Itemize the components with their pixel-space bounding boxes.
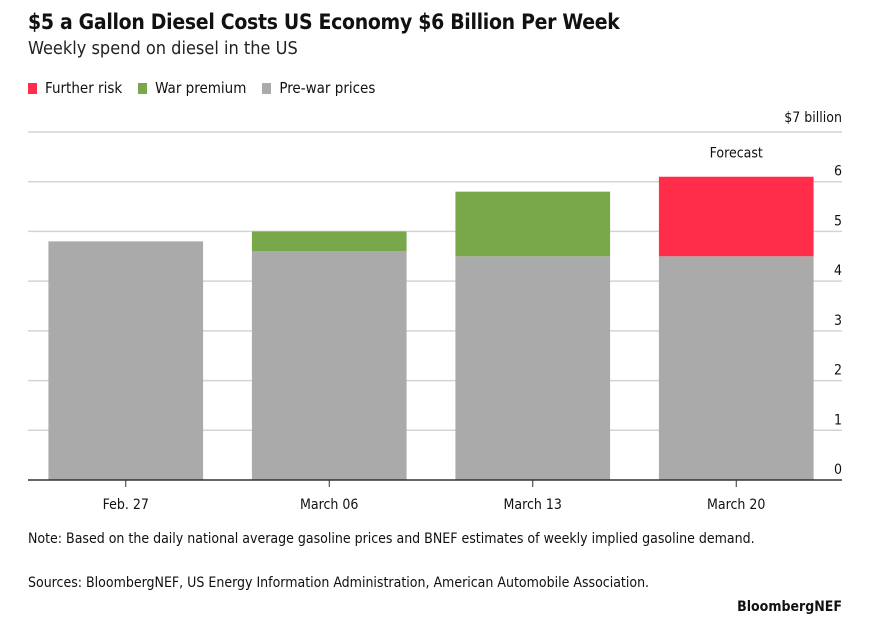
x-tick-label: March 06	[300, 497, 358, 513]
chart-note: Note: Based on the daily national averag…	[28, 531, 755, 547]
bar-war-premium	[251, 231, 407, 252]
bar-further-risk	[658, 176, 814, 257]
legend-swatch	[28, 82, 37, 94]
chart-sources: Sources: BloombergNEF, US Energy Informa…	[28, 575, 650, 591]
chart-subtitle: Weekly spend on diesel in the US	[28, 38, 298, 59]
legend-swatch	[138, 82, 148, 94]
legend-item-further-risk: Further risk	[28, 79, 122, 97]
legend-label: Further risk	[45, 79, 123, 97]
y-tick-label: 2	[834, 363, 842, 379]
forecast-annotation: Forecast	[710, 146, 763, 162]
bar-pre-war-prices	[658, 256, 814, 480]
bar-pre-war-prices	[48, 241, 204, 480]
y-tick-label: 5	[834, 213, 842, 229]
bar-war-premium	[455, 191, 611, 257]
legend-item-pre-war-prices: Pre-war prices	[262, 79, 375, 97]
y-tick-label: 1	[834, 412, 842, 428]
legend-swatch	[262, 82, 272, 94]
y-tick-label: 4	[834, 263, 842, 279]
bar-pre-war-prices	[251, 251, 407, 480]
brand-logo: BloombergNEF	[737, 599, 842, 615]
x-tick-label: March 13	[504, 497, 562, 513]
legend: Further risk War premium Pre-war prices	[28, 79, 375, 97]
x-tick-label: March 20	[707, 497, 765, 513]
bar-pre-war-prices	[455, 256, 611, 480]
y-tick-label: $7 billion	[784, 110, 842, 126]
y-tick-label: 3	[834, 313, 842, 329]
legend-label: Pre-war prices	[279, 79, 376, 97]
y-tick-label: 6	[834, 164, 842, 180]
legend-label: War premium	[155, 79, 247, 97]
x-tick-label: Feb. 27	[103, 497, 149, 513]
legend-item-war-premium: War premium	[138, 79, 246, 97]
y-tick-label: 0	[834, 462, 842, 478]
chart-title: $5 a Gallon Diesel Costs US Economy $6 B…	[28, 10, 620, 34]
